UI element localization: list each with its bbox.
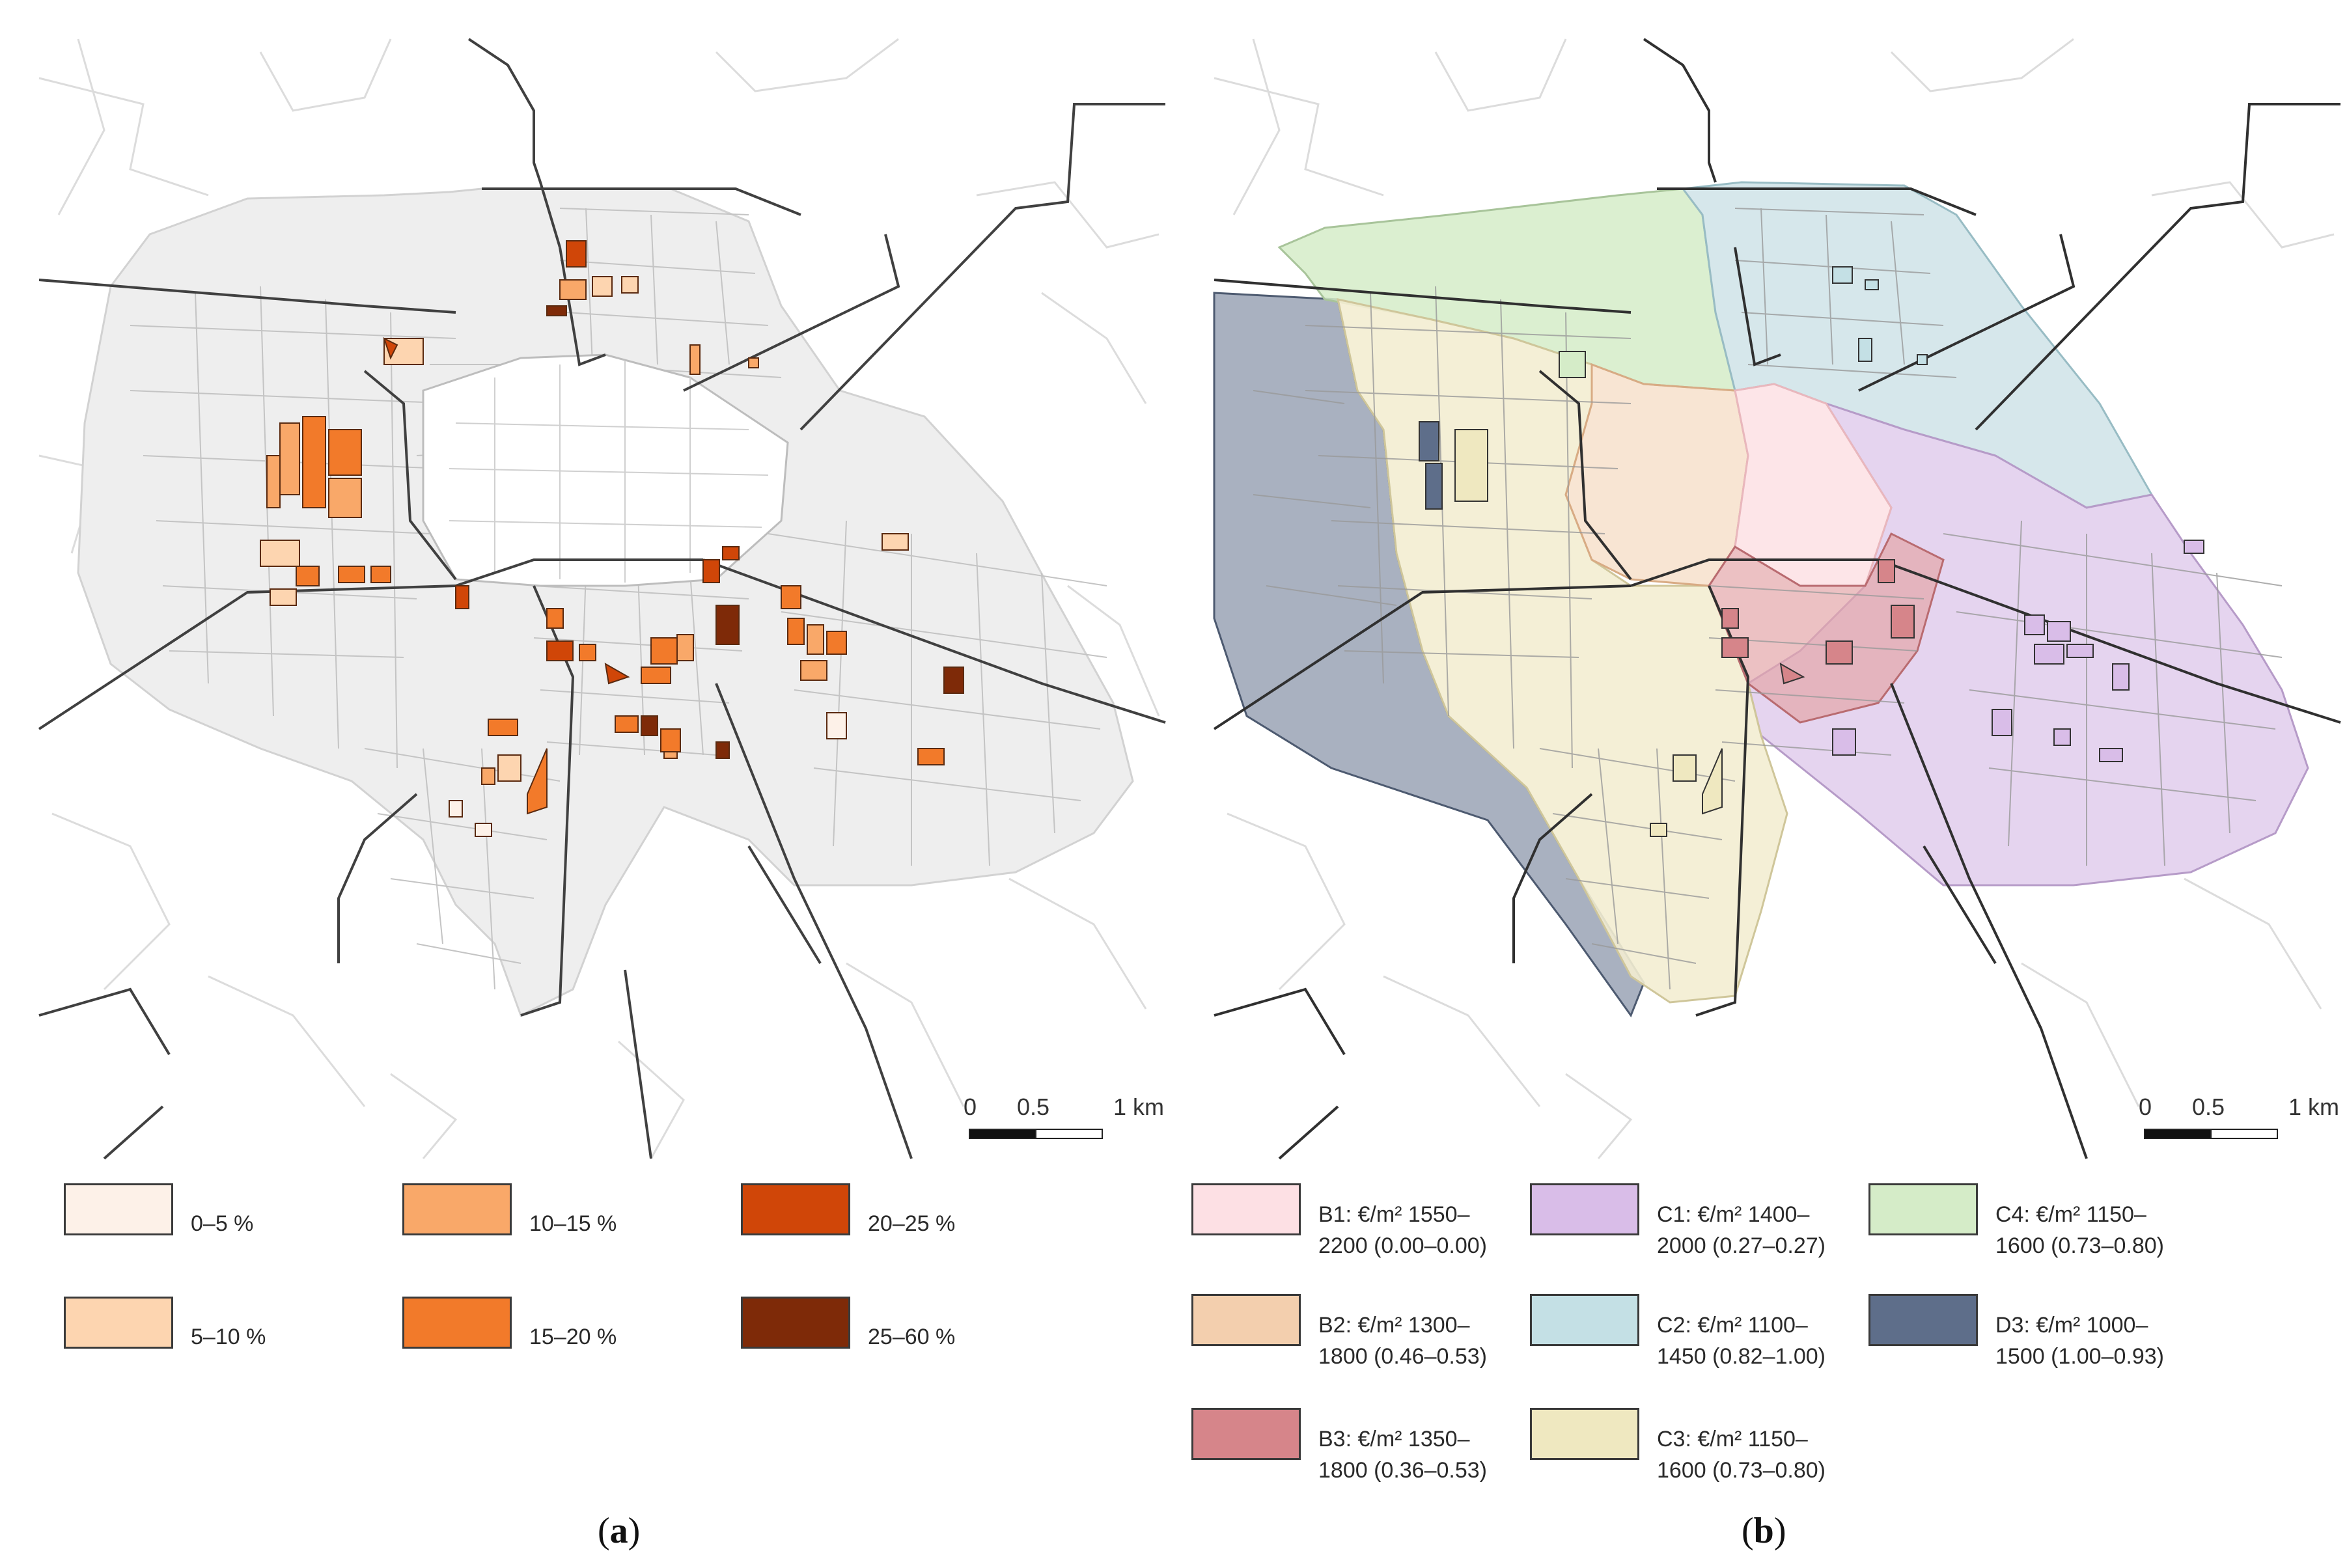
vacancy-blocks — [260, 240, 964, 837]
legend-swatch — [1530, 1183, 1639, 1235]
legend-swatch — [741, 1297, 850, 1349]
legend-label: 25–60 % — [868, 1325, 956, 1349]
legend-swatch — [1530, 1408, 1639, 1460]
legend-line: 2000 (0.27–0.27) — [1657, 1233, 1826, 1258]
legend-label: C3: €/m² 1150– 1600 (0.73–0.80) — [1657, 1424, 1826, 1486]
zone-parcels — [1419, 266, 2204, 837]
scale-tick-0: 0 — [2139, 1093, 2152, 1120]
study-area — [77, 187, 1134, 1017]
scale-tick-1km: 1 km — [2288, 1093, 2340, 1120]
scale-bar-dark — [2144, 1129, 2212, 1139]
legend-line: C3: €/m² 1150– — [1657, 1427, 1808, 1451]
legend-line: 1800 (0.46–0.53) — [1318, 1344, 1487, 1369]
legend-label: D3: €/m² 1000– 1500 (1.00–0.93) — [1995, 1310, 2164, 1372]
scale-bar-b: 0 0.5 1 km — [2139, 1093, 2347, 1146]
map-panel-a: 0 0.5 1 km 0–5 % 10–15 % 20–25 % 5–10 % … — [0, 0, 1172, 1568]
center-streets — [449, 361, 769, 583]
legend-swatch — [64, 1297, 173, 1349]
map-b — [1213, 38, 2341, 1160]
main-roads — [38, 38, 1166, 1160]
street-grid — [1253, 208, 2283, 990]
map-a — [38, 38, 1166, 1160]
legend-label: 15–20 % — [529, 1325, 617, 1349]
scale-tick-0: 0 — [964, 1093, 977, 1120]
caption-paren-open: ( — [1742, 1511, 1754, 1551]
legend-label: C2: €/m² 1100– 1450 (0.82–1.00) — [1657, 1310, 1826, 1372]
caption-paren-close: ) — [628, 1511, 641, 1551]
legend-line: C1: €/m² 1400– — [1657, 1202, 1810, 1227]
legend-swatch — [1191, 1408, 1301, 1460]
legend-line: 1600 (0.73–0.80) — [1657, 1458, 1826, 1483]
street-grid — [130, 208, 1107, 990]
legend-line: C2: €/m² 1100– — [1657, 1313, 1808, 1338]
legend-label: 5–10 % — [191, 1325, 266, 1349]
caption-a: (a) — [598, 1510, 640, 1552]
historic-center — [422, 353, 789, 587]
legend-swatch — [1530, 1294, 1639, 1346]
scale-bar-a: 0 0.5 1 km — [964, 1093, 1172, 1146]
legend-label: 20–25 % — [868, 1211, 956, 1236]
caption-paren-open: ( — [598, 1511, 610, 1551]
main-roads — [1213, 38, 2341, 1160]
legend-line: C4: €/m² 1150– — [1995, 1202, 2146, 1227]
legend-swatch — [402, 1297, 512, 1349]
legend-line: 2200 (0.00–0.00) — [1318, 1233, 1487, 1258]
map-panel-b: 0 0.5 1 km B1: €/m² 1550– 2200 (0.00–0.00… — [1175, 0, 2347, 1568]
legend-line: 1800 (0.36–0.53) — [1318, 1458, 1487, 1483]
zone-b2 — [1564, 363, 1749, 587]
caption-letter: a — [609, 1511, 628, 1551]
scale-bar-light — [2210, 1129, 2278, 1139]
legend-line: B3: €/m² 1350– — [1318, 1427, 1470, 1451]
legend-swatch — [1868, 1294, 1978, 1346]
legend-swatch — [64, 1183, 173, 1235]
scale-bar-light — [1035, 1129, 1103, 1139]
legend-label: B2: €/m² 1300– 1800 (0.46–0.53) — [1318, 1310, 1487, 1372]
legend-swatch — [1868, 1183, 1978, 1235]
legend-line: 1600 (0.73–0.80) — [1995, 1233, 2164, 1258]
legend-line: 1450 (0.82–1.00) — [1657, 1344, 1826, 1369]
caption-letter: b — [1753, 1511, 1774, 1551]
legend-swatch — [402, 1183, 512, 1235]
legend-label: 10–15 % — [529, 1211, 617, 1236]
background-streets — [38, 38, 1160, 1159]
legend-label: C4: €/m² 1150– 1600 (0.73–0.80) — [1995, 1199, 2164, 1261]
legend-line: B2: €/m² 1300– — [1318, 1313, 1470, 1338]
legend-swatch — [1191, 1183, 1301, 1235]
legend-label: C1: €/m² 1400– 2000 (0.27–0.27) — [1657, 1199, 1826, 1261]
scale-tick-half: 0.5 — [1017, 1093, 1050, 1120]
legend-line: B1: €/m² 1550– — [1318, 1202, 1470, 1227]
legend-swatch — [1191, 1294, 1301, 1346]
caption-paren-close: ) — [1773, 1511, 1786, 1551]
scale-tick-half: 0.5 — [2192, 1093, 2225, 1120]
background-streets — [1214, 38, 2335, 1159]
legend-label: 0–5 % — [191, 1211, 254, 1236]
scale-bar-dark — [969, 1129, 1036, 1139]
scale-tick-1km: 1 km — [1113, 1093, 1165, 1120]
legend-line: D3: €/m² 1000– — [1995, 1313, 2148, 1338]
legend-label: B3: €/m² 1350– 1800 (0.36–0.53) — [1318, 1424, 1487, 1486]
caption-b: (b) — [1742, 1510, 1786, 1552]
legend-label: B1: €/m² 1550– 2200 (0.00–0.00) — [1318, 1199, 1487, 1261]
legend-line: 1500 (1.00–0.93) — [1995, 1344, 2164, 1369]
legend-swatch — [741, 1183, 850, 1235]
